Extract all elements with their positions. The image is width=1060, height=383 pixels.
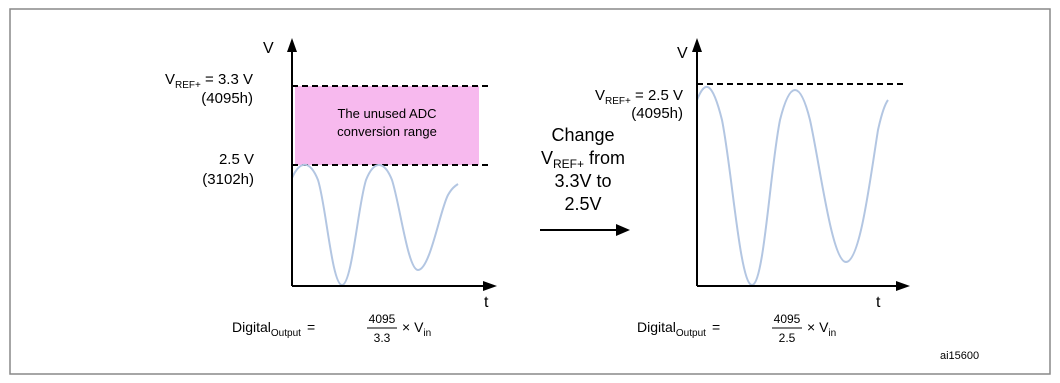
t-axis-arrow — [483, 281, 497, 291]
input-signal-wave — [291, 163, 459, 287]
t-axis-label: t — [876, 294, 881, 311]
unused-range-box — [295, 86, 479, 165]
left-panel: The unused ADC conversion range V t VREF… — [165, 38, 497, 345]
vref-code: (4095h) — [201, 90, 253, 107]
change-line3: 3.3V to — [554, 171, 611, 191]
change-line4: 2.5V — [564, 194, 601, 214]
t-axis-label: t — [484, 294, 489, 311]
left-formula: DigitalOutput = 4095 3.3 × Vin — [232, 312, 431, 345]
input-signal-wave — [696, 85, 889, 287]
formula-numerator: 4095 — [774, 312, 801, 326]
change-annotation: Change VREF+ from 3.3V to 2.5V — [540, 125, 630, 236]
vref-label: VREF+ = 3.3 V — [165, 71, 253, 91]
figure-frame — [9, 8, 1051, 375]
formula-lhs: DigitalOutput = — [637, 319, 720, 339]
vref-label: VREF+ = 2.5 V — [595, 87, 683, 107]
v-axis-label: V — [263, 40, 274, 57]
level-code: (3102h) — [202, 171, 254, 188]
right-formula: DigitalOutput = 4095 2.5 × Vin — [637, 312, 836, 345]
unused-range-label-line1: The unused ADC — [337, 106, 436, 121]
t-axis-arrow — [896, 281, 910, 291]
figure-id: ai15600 — [940, 350, 979, 362]
formula-numerator: 4095 — [369, 312, 396, 326]
formula-lhs: DigitalOutput = — [232, 319, 315, 339]
vref-code: (4095h) — [631, 105, 683, 122]
formula-denominator: 2.5 — [779, 331, 796, 345]
level-label: 2.5 V — [219, 151, 254, 168]
v-axis-arrow — [287, 38, 297, 52]
formula-denominator: 3.3 — [374, 331, 391, 345]
formula-times-vin: × Vin — [402, 319, 431, 339]
change-line2: VREF+ from — [541, 148, 625, 171]
change-line1: Change — [551, 125, 614, 145]
right-panel: V t VREF+ = 2.5 V (4095h) DigitalOutput =… — [595, 38, 910, 345]
v-axis-label: V — [677, 45, 688, 62]
unused-range-label-line2: conversion range — [337, 124, 437, 139]
change-arrow-head — [616, 224, 630, 236]
formula-times-vin: × Vin — [807, 319, 836, 339]
v-axis-arrow — [692, 38, 702, 52]
